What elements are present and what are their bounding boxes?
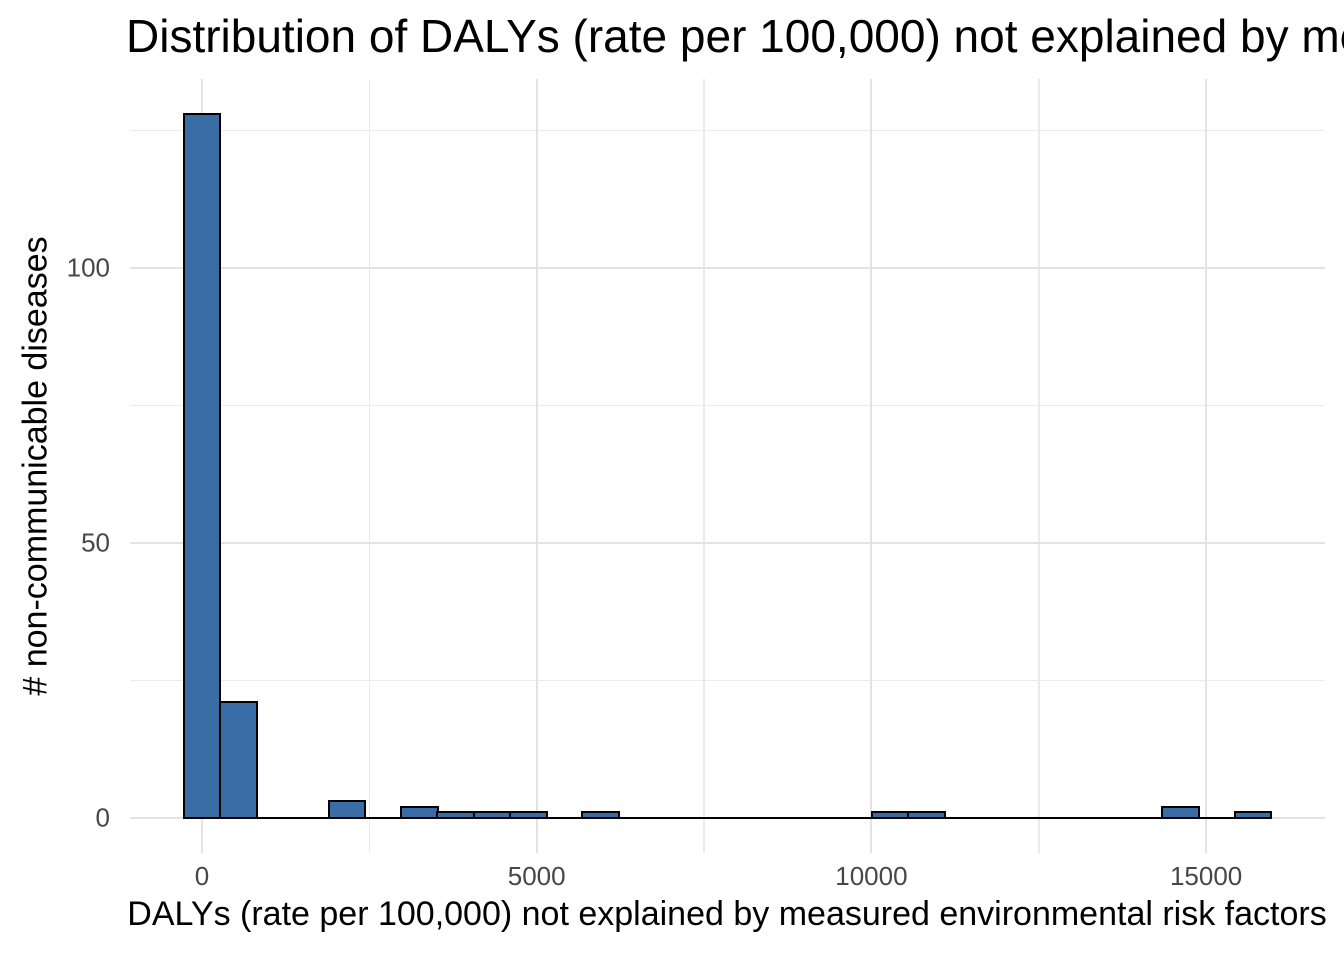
histogram-bar	[1233, 811, 1273, 820]
gridline-x-major	[870, 79, 873, 853]
x-tick-label: 15000	[1169, 861, 1243, 891]
gridline-y-minor	[130, 404, 1325, 407]
y-tick-label: 0	[95, 802, 110, 833]
histogram-bar	[871, 811, 910, 820]
histogram-bar	[581, 811, 620, 820]
gridline-y-major	[130, 267, 1325, 269]
histogram-bar	[907, 811, 947, 820]
histogram-bar	[400, 805, 439, 820]
x-tick-label: 10000	[835, 861, 908, 891]
y-tick-label: 100	[66, 252, 110, 283]
gridline-x-minor	[368, 79, 371, 853]
histogram-bar	[436, 811, 475, 820]
histogram-bar	[182, 112, 222, 820]
histogram-bar	[1161, 805, 1200, 820]
y-axis-title: # non-communicable diseases	[16, 236, 55, 696]
y-tick-label: 50	[81, 527, 110, 558]
gridline-x-major	[535, 79, 538, 853]
x-tick-label: 0	[194, 861, 210, 891]
gridline-y-minor	[130, 679, 1325, 682]
gridline-y-major	[130, 542, 1325, 544]
gridline-x-minor	[703, 79, 705, 853]
histogram-bar	[508, 811, 548, 820]
gridline-x-minor	[1038, 79, 1040, 853]
x-tick-label: 5000	[507, 861, 566, 891]
gridline-x-major	[1205, 79, 1208, 853]
histogram-baseline	[182, 816, 1273, 820]
histogram-bar	[472, 811, 512, 820]
gridline-y-minor	[130, 129, 1325, 132]
histogram-bar	[218, 701, 258, 820]
x-axis-title: DALYs (rate per 100,000) not explained b…	[127, 895, 1327, 933]
chart-title: Distribution of DALYs (rate per 100,000)…	[126, 10, 1344, 62]
histogram-bar	[327, 800, 367, 820]
